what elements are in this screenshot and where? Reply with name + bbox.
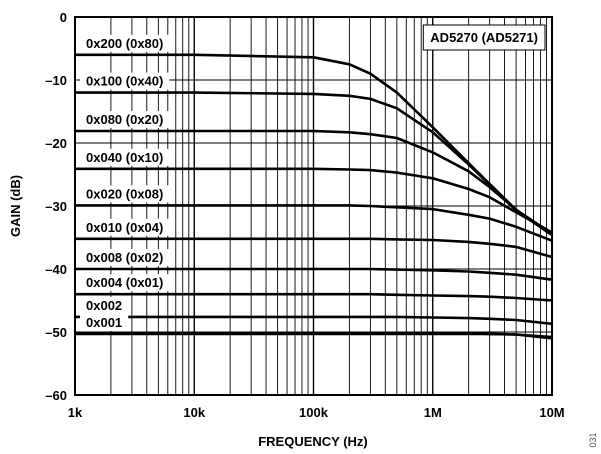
x-tick-label: 1M <box>424 405 442 420</box>
series-line <box>75 332 553 340</box>
x-tick-label: 100k <box>299 405 329 420</box>
series-label-background <box>80 111 170 129</box>
series-line <box>75 129 553 235</box>
series-label: 0x002 <box>86 298 122 313</box>
series-label: 0x100 (0x40) <box>86 74 163 89</box>
y-tick-label: –20 <box>45 136 67 151</box>
y-tick-label: 0 <box>60 10 67 25</box>
series-label-background <box>80 34 170 52</box>
series-label: 0x001 <box>86 315 122 330</box>
plot-frame <box>74 16 553 396</box>
y-axis-title: GAIN (dB) <box>8 175 23 237</box>
series-labels: 0x200 (0x80) 0x100 (0x40) 0x080 (0x20) 0x04… <box>80 34 170 331</box>
series-line <box>75 167 553 234</box>
series-label-background <box>80 296 129 314</box>
legend-box <box>422 24 546 51</box>
series-label-background <box>80 148 170 166</box>
series-label-background <box>80 185 170 203</box>
series-label: 0x040 (0x10) <box>86 150 163 165</box>
x-tick-label: 10M <box>539 405 564 420</box>
series-lines <box>75 53 553 340</box>
series-label-background <box>80 249 170 266</box>
series-label: 0x200 (0x80) <box>86 36 163 51</box>
y-tick-label: –40 <box>45 262 67 277</box>
series-label: 0x020 (0x08) <box>86 186 163 201</box>
series-line <box>75 292 553 302</box>
series-label-background <box>80 313 129 331</box>
y-tick-label: –10 <box>45 73 67 88</box>
series-line <box>75 315 553 326</box>
series-label-background <box>80 72 170 90</box>
series-line <box>75 267 553 281</box>
y-tick-label: –50 <box>45 325 67 340</box>
x-tick-label: 1k <box>68 405 83 420</box>
series-label: 0x010 (0x04) <box>86 220 163 235</box>
series-label-background <box>80 274 170 292</box>
x-axis-title: FREQUENCY (Hz) <box>258 434 368 449</box>
figure-id: 031 <box>588 432 598 447</box>
series-line <box>75 204 553 242</box>
series-line <box>75 237 553 259</box>
legend-label: AD5270 (AD5271) <box>430 30 538 45</box>
series-label: 0x080 (0x20) <box>86 112 163 127</box>
series-label: 0x008 (0x02) <box>86 250 163 265</box>
tick-labels: 1k 10k 100k 1M 10M 0 –10 –20 –30 –40 –50 –60 <box>45 10 564 420</box>
series-label: 0x004 (0x01) <box>86 275 163 290</box>
series-label-background <box>80 218 170 236</box>
x-tick-label: 10k <box>183 405 205 420</box>
y-tick-label: –30 <box>45 199 67 214</box>
y-tick-label: –60 <box>45 388 67 403</box>
